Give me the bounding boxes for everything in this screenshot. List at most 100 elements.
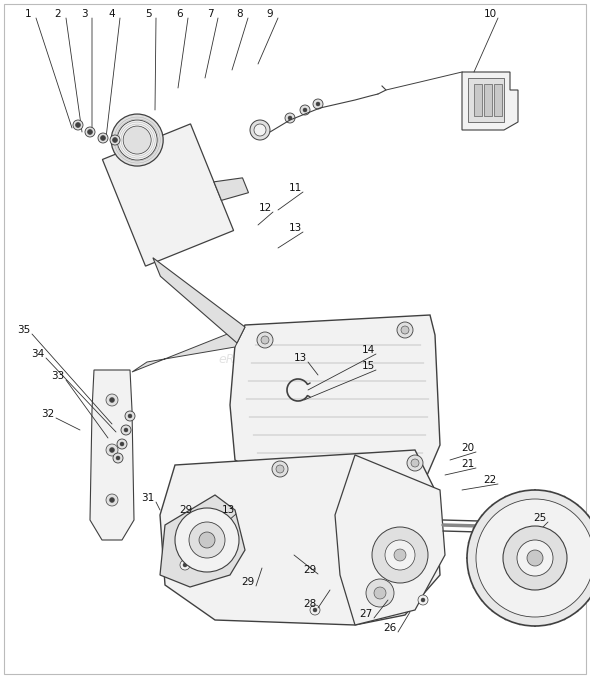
Circle shape — [106, 394, 118, 406]
Polygon shape — [103, 124, 234, 266]
Circle shape — [85, 127, 95, 137]
Circle shape — [374, 587, 386, 599]
Text: 34: 34 — [31, 349, 45, 359]
Text: eReplacementParts.com: eReplacementParts.com — [219, 353, 371, 365]
Circle shape — [110, 397, 114, 403]
Polygon shape — [494, 84, 502, 116]
Text: 9: 9 — [267, 9, 273, 19]
Text: 2: 2 — [55, 9, 61, 19]
Text: 25: 25 — [533, 513, 546, 523]
Circle shape — [124, 428, 128, 432]
Text: 4: 4 — [109, 9, 115, 19]
Circle shape — [123, 126, 151, 154]
Polygon shape — [153, 258, 245, 343]
Circle shape — [366, 579, 394, 607]
Text: 1: 1 — [25, 9, 31, 19]
Text: 29: 29 — [179, 505, 192, 515]
Text: 29: 29 — [303, 565, 317, 575]
Circle shape — [100, 136, 106, 140]
Text: 11: 11 — [289, 183, 301, 193]
Circle shape — [113, 453, 123, 463]
Text: 13: 13 — [293, 353, 307, 363]
Text: 8: 8 — [237, 9, 243, 19]
Polygon shape — [335, 455, 445, 625]
Polygon shape — [132, 327, 245, 372]
Polygon shape — [160, 450, 440, 625]
Circle shape — [394, 549, 406, 561]
Circle shape — [527, 550, 543, 566]
Circle shape — [87, 129, 93, 134]
Circle shape — [257, 332, 273, 348]
Circle shape — [180, 560, 190, 570]
Circle shape — [385, 540, 415, 570]
Circle shape — [73, 120, 83, 130]
Text: 20: 20 — [461, 443, 474, 453]
Text: 33: 33 — [51, 371, 65, 381]
Text: 7: 7 — [206, 9, 214, 19]
Circle shape — [250, 120, 270, 140]
Circle shape — [111, 114, 163, 166]
Text: 5: 5 — [145, 9, 151, 19]
Circle shape — [117, 120, 157, 160]
Circle shape — [120, 442, 124, 446]
Text: 35: 35 — [17, 325, 31, 335]
Circle shape — [125, 411, 135, 421]
Circle shape — [310, 605, 320, 615]
Circle shape — [272, 461, 288, 477]
Circle shape — [397, 322, 413, 338]
Circle shape — [110, 447, 114, 452]
Circle shape — [517, 540, 553, 576]
Text: 29: 29 — [241, 577, 255, 587]
Circle shape — [313, 608, 317, 612]
Polygon shape — [484, 84, 492, 116]
Text: 3: 3 — [81, 9, 87, 19]
Circle shape — [98, 133, 108, 143]
Circle shape — [110, 135, 120, 145]
Circle shape — [467, 490, 590, 626]
Circle shape — [411, 459, 419, 467]
Text: 10: 10 — [483, 9, 497, 19]
Circle shape — [421, 598, 425, 602]
Text: 13: 13 — [221, 505, 235, 515]
Circle shape — [372, 527, 428, 583]
Circle shape — [106, 444, 118, 456]
Circle shape — [189, 522, 225, 558]
Circle shape — [300, 105, 310, 115]
Circle shape — [303, 108, 307, 112]
Circle shape — [285, 113, 295, 123]
Text: 13: 13 — [289, 223, 301, 233]
Text: 27: 27 — [359, 609, 373, 619]
Circle shape — [110, 498, 114, 502]
Circle shape — [175, 508, 239, 572]
Circle shape — [199, 532, 215, 548]
Circle shape — [476, 499, 590, 617]
Text: 15: 15 — [361, 361, 375, 371]
Polygon shape — [468, 78, 504, 122]
Text: 12: 12 — [258, 203, 271, 213]
Circle shape — [183, 563, 187, 567]
Text: 6: 6 — [176, 9, 183, 19]
Circle shape — [117, 439, 127, 449]
Circle shape — [121, 425, 131, 435]
Circle shape — [313, 99, 323, 109]
Text: 22: 22 — [483, 475, 497, 485]
Circle shape — [276, 465, 284, 473]
Polygon shape — [230, 315, 440, 487]
Polygon shape — [160, 495, 245, 587]
Polygon shape — [90, 370, 134, 540]
Polygon shape — [474, 84, 482, 116]
Text: 21: 21 — [461, 459, 474, 469]
Circle shape — [316, 102, 320, 106]
Text: 31: 31 — [142, 493, 155, 503]
Text: 26: 26 — [384, 623, 396, 633]
Text: 28: 28 — [303, 599, 317, 609]
Circle shape — [76, 123, 80, 127]
Polygon shape — [214, 178, 248, 201]
Circle shape — [116, 456, 120, 460]
Circle shape — [113, 138, 117, 142]
Text: 14: 14 — [361, 345, 375, 355]
Circle shape — [401, 326, 409, 334]
Circle shape — [407, 455, 423, 471]
Circle shape — [106, 494, 118, 506]
Circle shape — [288, 116, 292, 120]
